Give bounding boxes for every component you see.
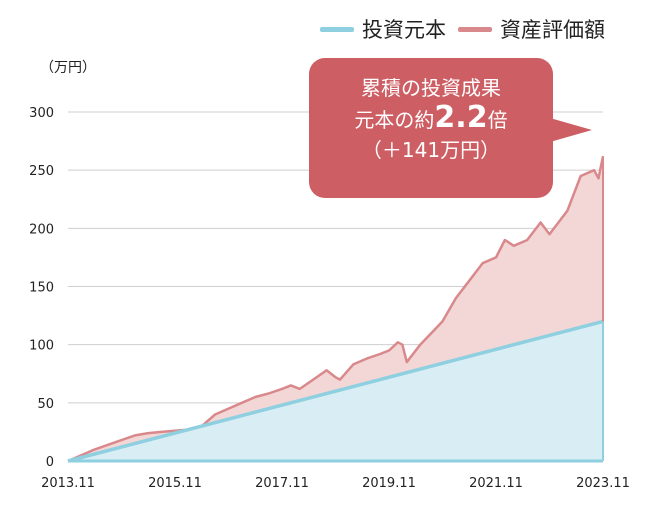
y-tick-50: 50 bbox=[37, 397, 54, 412]
callout-line-2-suffix: 倍 bbox=[487, 108, 508, 132]
legend-swatch-asset-value bbox=[458, 26, 492, 32]
legend: 投資元本 資産評価額 bbox=[320, 14, 605, 44]
x-tick-labels: 2013.11 2015.11 2017.11 2019.11 2021.11 2023.… bbox=[41, 476, 630, 491]
y-tick-300: 300 bbox=[29, 106, 54, 121]
callout-box: 累積の投資成果 元本の約2.2倍 （＋141万円） bbox=[309, 58, 553, 198]
axes bbox=[68, 156, 604, 463]
x-tick-2021-11: 2021.11 bbox=[469, 476, 523, 491]
callout-line-1: 累積の投資成果 bbox=[361, 76, 501, 100]
callout-line-2-prefix: 元本の約 bbox=[354, 108, 435, 132]
y-tick-0: 0 bbox=[46, 455, 54, 470]
callout-multiplier: 2.2 bbox=[434, 100, 488, 135]
x-tick-2023-11: 2023.11 bbox=[576, 476, 630, 491]
callout-pointer bbox=[550, 118, 592, 142]
legend-label-principal: 投資元本 bbox=[362, 18, 446, 42]
series-lines bbox=[67, 155, 605, 463]
x-tick-2015-11: 2015.11 bbox=[148, 476, 202, 491]
y-tick-labels: 0 50 100 150 200 250 300 bbox=[29, 106, 54, 470]
x-tick-2019-11: 2019.11 bbox=[362, 476, 416, 491]
y-tick-250: 250 bbox=[29, 164, 54, 179]
legend-item-asset-value: 資産評価額 bbox=[458, 14, 605, 44]
y-tick-150: 150 bbox=[29, 281, 54, 296]
legend-item-principal: 投資元本 bbox=[320, 14, 446, 44]
y-axis-unit-label: （万円） bbox=[40, 60, 96, 76]
callout-line-3: （＋141万円） bbox=[361, 138, 501, 162]
callout-line-2: 元本の約2.2倍 bbox=[309, 103, 553, 135]
legend-label-asset-value: 資産評価額 bbox=[500, 18, 605, 42]
series-areas bbox=[68, 156, 603, 461]
x-tick-2013-11: 2013.11 bbox=[41, 476, 95, 491]
y-tick-100: 100 bbox=[29, 339, 54, 354]
line-principal bbox=[67, 319, 604, 463]
legend-swatch-principal bbox=[320, 26, 354, 32]
x-tick-2017-11: 2017.11 bbox=[255, 476, 309, 491]
y-tick-200: 200 bbox=[29, 222, 54, 237]
